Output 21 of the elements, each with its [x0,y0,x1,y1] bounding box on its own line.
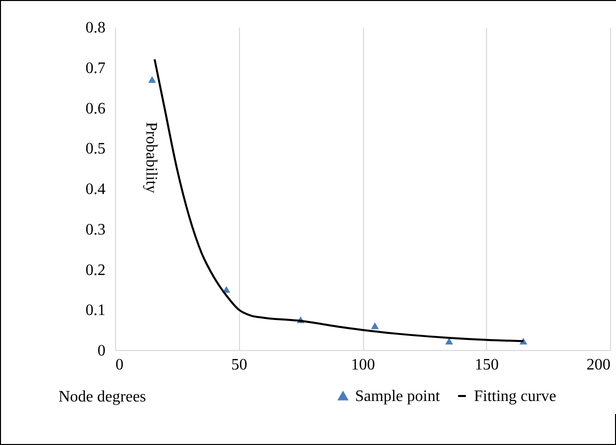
x-tick-label: 50 [231,356,248,374]
point [445,338,453,344]
y-tick-label: 0.8 [86,20,106,36]
point [148,76,156,83]
x-axis-title: Node degrees [58,388,146,406]
point [371,322,379,330]
y-tick-label: 0.7 [86,60,106,77]
legend-label: Sample point [355,388,440,405]
y-tick-label: 0 [98,342,106,360]
y-tick-label: 0.3 [86,221,106,238]
y-axis-title: Probability [142,122,160,194]
y-tick-label: 0.4 [86,181,106,198]
y-tick-label: 0.2 [86,262,106,279]
y-tick-label: 0.6 [86,100,106,118]
y-tick-label: 0.1 [86,302,106,320]
legend-label: Fitting curve [474,388,556,405]
x-tick-label: 150 [474,356,499,374]
x-tick-label: 200 [586,356,610,374]
x-tick-label: 0 [116,356,124,374]
y-tick-label: 0.5 [86,140,106,158]
x-tick-label: 100 [351,356,375,374]
